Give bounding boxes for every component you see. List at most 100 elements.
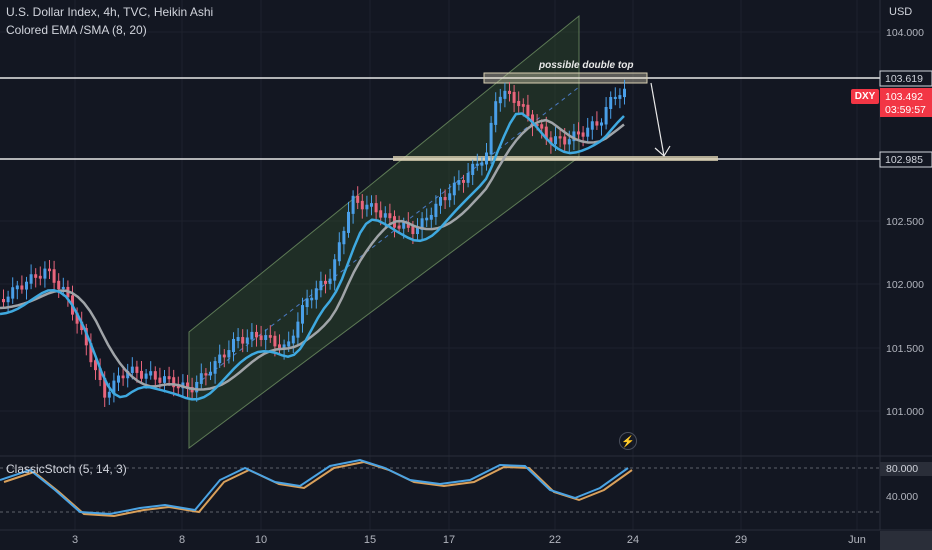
candle-body	[176, 385, 180, 389]
candle-body	[425, 217, 429, 221]
candle-body	[29, 274, 33, 284]
candle-body	[360, 200, 364, 210]
sma-20-line	[0, 118, 625, 391]
candle-body	[526, 104, 530, 117]
candle-body	[319, 280, 323, 291]
price-tag-support: 102.985	[879, 151, 932, 168]
candle-body	[48, 268, 51, 272]
candle-body	[503, 90, 507, 99]
candle-body	[618, 95, 622, 99]
candle-body	[448, 193, 452, 201]
candle-body	[186, 382, 189, 389]
candle-body	[259, 335, 263, 340]
indicator-legend[interactable]: Colored EMA /SMA (8, 20)	[6, 23, 147, 37]
projection-arrow-head	[654, 145, 671, 157]
symbol-tag: DXY	[851, 89, 879, 104]
candle-body	[140, 370, 143, 379]
candle-body	[613, 96, 617, 99]
candle-body	[342, 230, 346, 245]
candle-body	[209, 371, 212, 376]
candle-body	[135, 366, 139, 373]
candle-body	[291, 335, 295, 344]
candle-body	[34, 274, 38, 278]
candle-body	[264, 335, 268, 340]
time-tick: 10	[255, 534, 267, 546]
candle-body	[563, 136, 567, 145]
candle-body	[540, 124, 544, 129]
candle-body	[370, 203, 373, 207]
candle-body	[296, 321, 300, 338]
candle-body	[218, 354, 222, 364]
candle-body	[388, 213, 392, 219]
candle-body	[439, 196, 442, 206]
price-tick: 101.500	[886, 343, 924, 355]
candle-body	[333, 259, 337, 281]
scroll-to-realtime-button[interactable]	[880, 531, 932, 550]
candle-body	[609, 96, 613, 109]
candle-body	[379, 210, 383, 218]
chart-title[interactable]: U.S. Dollar Index, 4h, TVC, Heikin Ashi	[6, 5, 214, 19]
candle-body	[126, 370, 130, 379]
candle-body	[471, 163, 475, 175]
price-tick: 101.000	[886, 406, 924, 418]
candle-body	[443, 196, 447, 201]
candle-body	[195, 381, 199, 393]
candle-body	[572, 131, 576, 142]
candle-body	[397, 225, 401, 229]
stoch-d-line	[3, 460, 633, 518]
lightning-bolt-icon[interactable]: ⚡	[619, 432, 637, 450]
candle-body	[25, 281, 28, 290]
candle-body	[149, 371, 153, 376]
oscillator-legend[interactable]: ClassicStoch (5, 14, 3)	[6, 462, 127, 476]
candle-body	[43, 268, 47, 279]
candle-body	[103, 378, 107, 398]
ema-8-line	[0, 112, 625, 401]
candle-body	[356, 195, 360, 203]
time-tick: 24	[627, 534, 639, 546]
price-tick: 102.000	[886, 279, 924, 291]
candle-body	[411, 225, 415, 235]
candle-body	[498, 96, 502, 104]
candle-body	[324, 280, 327, 284]
candle-body	[558, 136, 562, 139]
double-top-label: possible double top	[538, 60, 633, 71]
support-zone	[393, 156, 718, 161]
candle-body	[406, 222, 410, 228]
candle-body	[600, 122, 603, 126]
candle-body	[204, 373, 208, 376]
channel-midline	[188, 86, 580, 391]
candle-body	[2, 299, 5, 303]
svg-text:103.492: 103.492	[885, 91, 923, 103]
candle-body	[305, 298, 309, 308]
candle-body	[107, 391, 111, 398]
candle-body	[314, 288, 318, 300]
candle-body	[250, 331, 254, 340]
stoch-tick: 40.000	[886, 491, 918, 503]
candle-body	[581, 132, 585, 137]
svg-text:103.619: 103.619	[885, 73, 923, 85]
candle-body	[429, 214, 433, 220]
candle-body	[163, 376, 166, 383]
stoch-value-tag	[880, 462, 932, 476]
candle-body	[549, 137, 553, 145]
candle-body	[121, 375, 125, 379]
candle-body	[15, 285, 19, 290]
svg-text:03:59:57: 03:59:57	[885, 104, 926, 116]
candle-body	[213, 361, 217, 374]
candle-body	[222, 354, 226, 358]
candle-body	[480, 162, 484, 166]
candle-body	[434, 203, 438, 217]
stoch-k-line	[0, 458, 629, 516]
candle-body	[61, 286, 65, 290]
candle-body	[117, 375, 120, 383]
candle-body	[489, 122, 493, 155]
candle-body	[402, 222, 406, 229]
candle-body	[347, 211, 350, 233]
candle-body	[512, 91, 516, 103]
time-tick: 17	[443, 534, 455, 546]
candle-body	[245, 337, 249, 344]
candle-body	[57, 280, 61, 290]
candle-body	[416, 227, 419, 235]
candle-body	[337, 242, 341, 262]
